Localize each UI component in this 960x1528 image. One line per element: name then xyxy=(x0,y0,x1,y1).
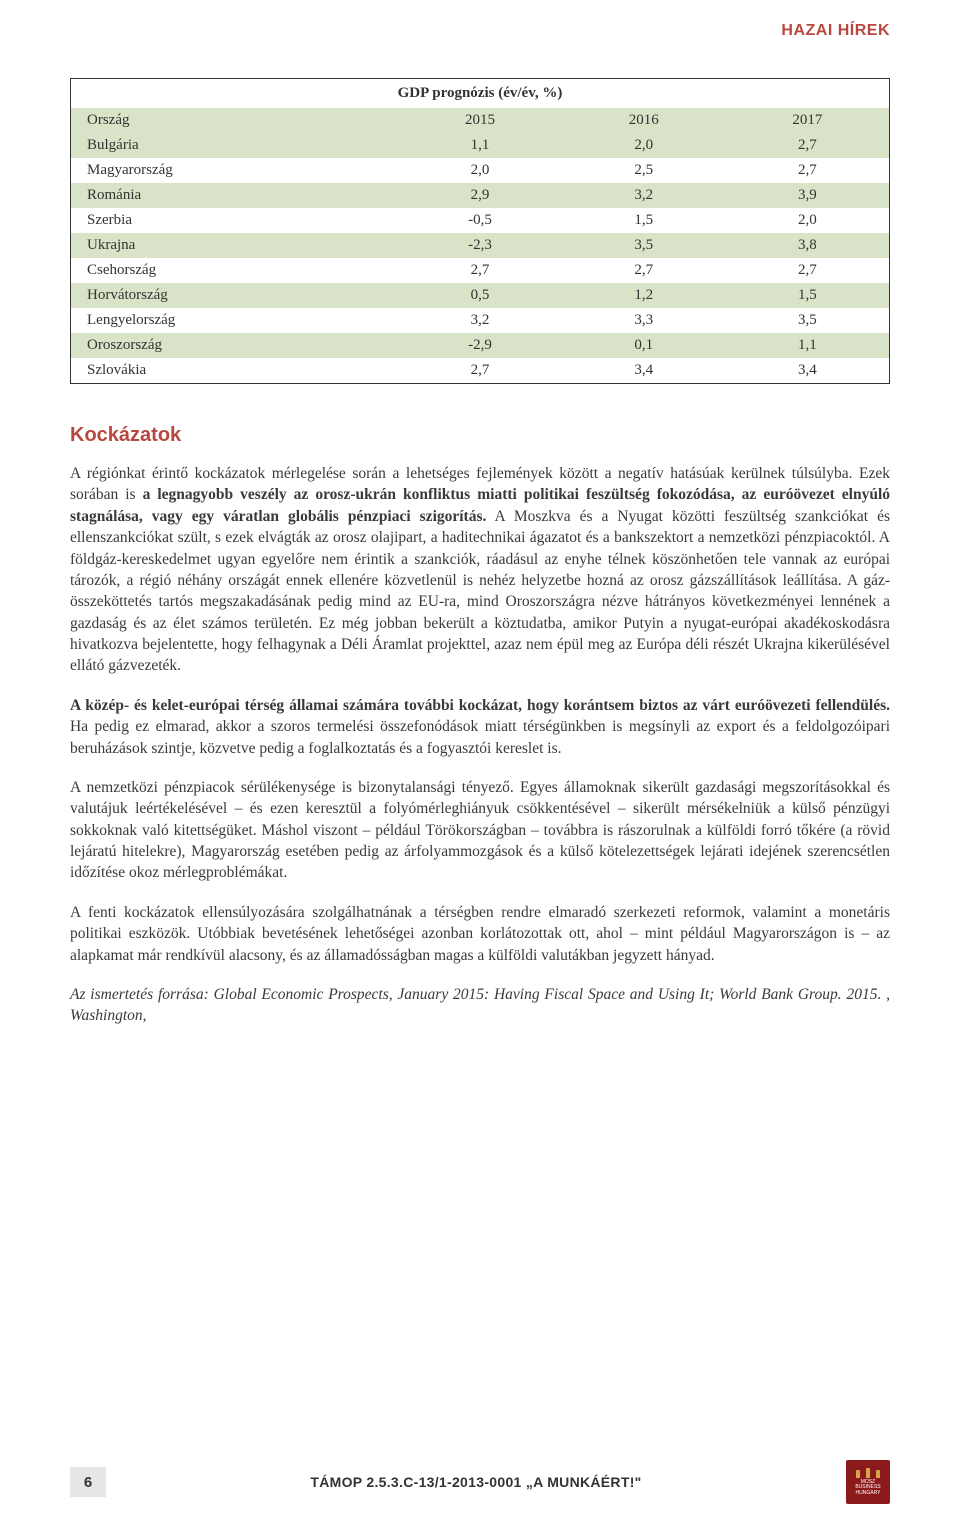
cell-2017: 2,0 xyxy=(726,208,890,233)
cell-2016: 3,5 xyxy=(562,233,726,258)
footer-project-code: TÁMOP 2.5.3.C-13/1-2013-0001 „A MUNKÁÉRT… xyxy=(106,1474,846,1490)
cell-2017: 2,7 xyxy=(726,258,890,283)
table-header-row: Ország 2015 2016 2017 xyxy=(71,108,890,133)
table-row: Románia2,93,23,9 xyxy=(71,183,890,208)
table-row: Magyarország2,02,52,7 xyxy=(71,158,890,183)
page-content: GDP prognózis (év/év, %) Ország 2015 201… xyxy=(70,0,890,1027)
cell-2016: 2,5 xyxy=(562,158,726,183)
source-citation: Az ismertetés forrása: Global Economic P… xyxy=(70,984,890,1027)
header-2017: 2017 xyxy=(726,108,890,133)
table-title: GDP prognózis (év/év, %) xyxy=(71,79,890,109)
cell-2016: 1,2 xyxy=(562,283,726,308)
section-heading-risks: Kockázatok xyxy=(70,424,890,447)
page-number: 6 xyxy=(70,1467,106,1497)
table-row: Csehország2,72,72,7 xyxy=(71,258,890,283)
table-row: Bulgária1,12,02,7 xyxy=(71,133,890,158)
cell-2016: 3,3 xyxy=(562,308,726,333)
table-row: Lengyelország3,23,33,5 xyxy=(71,308,890,333)
cell-2015: -2,3 xyxy=(398,233,562,258)
cell-country: Szerbia xyxy=(71,208,399,233)
cell-2015: 2,7 xyxy=(398,358,562,384)
cell-2017: 1,5 xyxy=(726,283,890,308)
cell-country: Románia xyxy=(71,183,399,208)
table-row: Oroszország-2,90,11,1 xyxy=(71,333,890,358)
mosz-logo: MOSZ BUSINESS HUNGARY xyxy=(846,1460,890,1504)
paragraph-4: A fenti kockázatok ellensúlyozására szol… xyxy=(70,902,890,966)
table-row: Ukrajna-2,33,53,8 xyxy=(71,233,890,258)
p2-rest: Ha pedig ez elmarad, akkor a szoros term… xyxy=(70,718,890,756)
cell-country: Bulgária xyxy=(71,133,399,158)
cell-2017: 3,5 xyxy=(726,308,890,333)
cell-2017: 1,1 xyxy=(726,333,890,358)
cell-2017: 2,7 xyxy=(726,158,890,183)
p2-bold: A közép- és kelet-európai térség államai… xyxy=(70,697,890,714)
cell-country: Oroszország xyxy=(71,333,399,358)
logo-text: MOSZ BUSINESS HUNGARY xyxy=(855,1480,880,1497)
cell-country: Horvátország xyxy=(71,283,399,308)
cell-2015: -0,5 xyxy=(398,208,562,233)
paragraph-1: A régiónkat érintő kockázatok mérlegelés… xyxy=(70,463,890,677)
section-header: HAZAI HÍREK xyxy=(781,22,890,40)
header-2016: 2016 xyxy=(562,108,726,133)
gdp-forecast-table: GDP prognózis (év/év, %) Ország 2015 201… xyxy=(70,78,890,384)
cell-2016: 3,4 xyxy=(562,358,726,384)
cell-2017: 3,9 xyxy=(726,183,890,208)
cell-country: Szlovákia xyxy=(71,358,399,384)
cell-2015: 2,9 xyxy=(398,183,562,208)
cell-2016: 1,5 xyxy=(562,208,726,233)
cell-2015: 2,0 xyxy=(398,158,562,183)
cell-2015: 1,1 xyxy=(398,133,562,158)
cell-2016: 2,7 xyxy=(562,258,726,283)
cell-2017: 3,4 xyxy=(726,358,890,384)
header-2015: 2015 xyxy=(398,108,562,133)
paragraph-2: A közép- és kelet-európai térség államai… xyxy=(70,695,890,759)
cell-2017: 2,7 xyxy=(726,133,890,158)
cell-country: Lengyelország xyxy=(71,308,399,333)
cell-2016: 3,2 xyxy=(562,183,726,208)
table-row: Szlovákia2,73,43,4 xyxy=(71,358,890,384)
table-title-row: GDP prognózis (év/év, %) xyxy=(71,79,890,109)
cell-2015: 2,7 xyxy=(398,258,562,283)
cell-2016: 0,1 xyxy=(562,333,726,358)
page-footer: 6 TÁMOP 2.5.3.C-13/1-2013-0001 „A MUNKÁÉ… xyxy=(0,1460,960,1504)
header-country: Ország xyxy=(71,108,399,133)
cell-2015: 0,5 xyxy=(398,283,562,308)
cell-country: Csehország xyxy=(71,258,399,283)
p1-rest: A Moszkva és a Nyugat közötti feszültség… xyxy=(70,508,890,675)
table-row: Horvátország0,51,21,5 xyxy=(71,283,890,308)
cell-2017: 3,8 xyxy=(726,233,890,258)
crown-icon xyxy=(856,1468,880,1478)
paragraph-3: A nemzetközi pénzpiacok sérülékenysége i… xyxy=(70,777,890,884)
cell-country: Magyarország xyxy=(71,158,399,183)
cell-2015: -2,9 xyxy=(398,333,562,358)
cell-2016: 2,0 xyxy=(562,133,726,158)
cell-country: Ukrajna xyxy=(71,233,399,258)
table-row: Szerbia-0,51,52,0 xyxy=(71,208,890,233)
cell-2015: 3,2 xyxy=(398,308,562,333)
